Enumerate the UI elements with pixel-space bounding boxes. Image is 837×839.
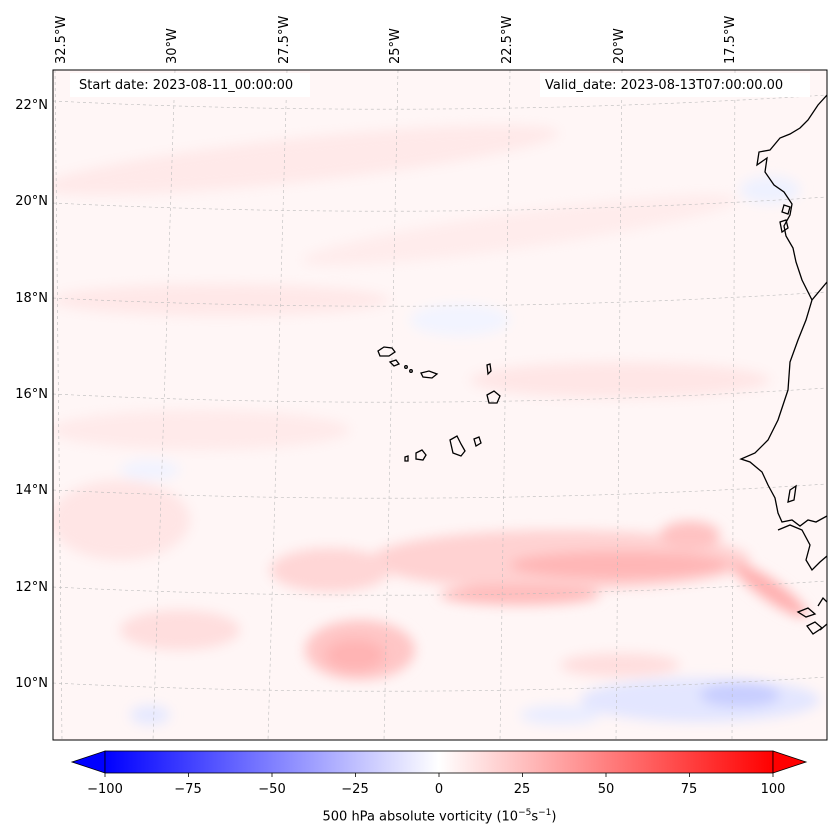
lon-label-20w: 20°W	[612, 28, 627, 64]
start-date-label: Start date: 2023-08-11_00:00:00	[79, 78, 294, 93]
colorbar-tick: 25	[513, 782, 531, 797]
colorbar-min-arrow	[70, 750, 106, 774]
colorbar-tick: 75	[680, 782, 698, 797]
colorbar-label-prefix: 500 hPa absolute vorticity (10	[322, 809, 519, 825]
colorbar-tick: 0	[434, 782, 444, 797]
colorbar-tick: −100	[87, 782, 123, 797]
map-frame	[52, 69, 828, 741]
lat-label-16n: 16°N	[15, 387, 48, 402]
lon-label-32-5w: 32.5°W	[54, 15, 69, 64]
lat-label-12n: 12°N	[15, 580, 48, 595]
colorbar-label: 500 hPa absolute vorticity (10−5s−1)	[0, 808, 837, 824]
colorbar-tick: −50	[258, 782, 286, 797]
colorbar-tick: −25	[341, 782, 369, 797]
lat-label-22n: 22°N	[15, 98, 48, 113]
lat-label-10n: 10°N	[15, 676, 48, 691]
africa-coastline	[739, 94, 827, 635]
colorbar-label-mid: s	[531, 809, 539, 825]
lon-label-25w: 25°W	[388, 28, 403, 64]
lon-label-17-5w: 17.5°W	[723, 15, 738, 64]
colorbar-label-exp1: −5	[518, 808, 532, 818]
lon-label-30w: 30°W	[165, 28, 180, 64]
colorbar-label-exp2: −1	[538, 808, 552, 818]
cape-verde-islands	[377, 346, 501, 462]
colorbar	[70, 750, 808, 777]
valid-date-label: Valid_date: 2023-08-13T07:00:00.00	[545, 78, 784, 93]
lat-label-20n: 20°N	[15, 194, 48, 209]
lat-label-14n: 14°N	[15, 483, 48, 498]
graticule	[53, 70, 827, 740]
colorbar-tick: 50	[597, 782, 615, 797]
lon-label-27-5w: 27.5°W	[277, 15, 292, 64]
colorbar-tick: 100	[760, 782, 786, 797]
colorbar-max-arrow	[772, 750, 808, 774]
colorbar-label-suffix: )	[551, 809, 557, 825]
colorbar-tick: −75	[174, 782, 202, 797]
lon-label-22-5w: 22.5°W	[500, 15, 515, 64]
lat-label-18n: 18°N	[15, 291, 48, 306]
colorbar-gradient	[104, 750, 774, 774]
vorticity-field	[53, 70, 827, 740]
